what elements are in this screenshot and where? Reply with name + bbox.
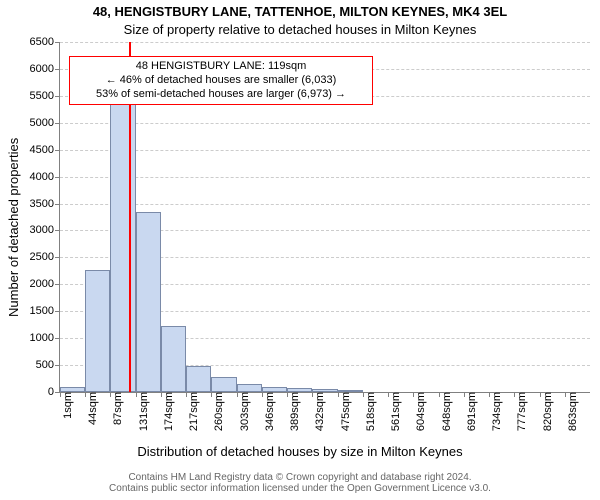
y-axis-label: Number of detached properties — [6, 138, 21, 317]
y-tick-label: 5500 — [30, 90, 60, 102]
x-tick-label: 260sqm — [213, 392, 225, 431]
x-tick-label: 604sqm — [415, 392, 427, 431]
histogram-bar — [237, 384, 262, 392]
x-tick-label: 863sqm — [567, 392, 579, 431]
y-tick-label: 500 — [36, 359, 60, 371]
histogram-bar — [186, 366, 211, 392]
x-tick-label: 820sqm — [542, 392, 554, 431]
x-tick-label: 217sqm — [188, 392, 200, 431]
histogram-bar — [211, 377, 236, 392]
x-tick-label: 561sqm — [390, 392, 402, 431]
annotation-line: 53% of semi-detached houses are larger (… — [76, 88, 366, 102]
annotation-box: 48 HENGISTBURY LANE: 119sqm← 46% of deta… — [69, 56, 373, 105]
x-tick-label: 174sqm — [163, 392, 175, 431]
y-tick-label: 3500 — [30, 198, 60, 210]
x-tick-label: 777sqm — [516, 392, 528, 431]
y-tick-label: 0 — [48, 386, 60, 398]
x-tick-label: 131sqm — [138, 392, 150, 431]
histogram-bar — [136, 212, 161, 392]
x-axis-label: Distribution of detached houses by size … — [0, 444, 600, 459]
histogram-bar — [110, 95, 135, 392]
gridline — [60, 204, 590, 205]
y-tick-label: 5000 — [30, 117, 60, 129]
y-tick-label: 1500 — [30, 305, 60, 317]
y-tick-label: 4000 — [30, 171, 60, 183]
x-tick-label: 691sqm — [466, 392, 478, 431]
x-tick-label: 648sqm — [441, 392, 453, 431]
y-tick-label: 1000 — [30, 332, 60, 344]
gridline — [60, 42, 590, 43]
x-tick-label: 87sqm — [112, 392, 124, 425]
y-tick-label: 6500 — [30, 36, 60, 48]
histogram-bar — [85, 270, 110, 392]
x-tick-label: 1sqm — [62, 392, 74, 419]
annotation-line: ← 46% of detached houses are smaller (6,… — [76, 74, 366, 88]
x-tick-label: 734sqm — [491, 392, 503, 431]
gridline — [60, 123, 590, 124]
y-tick-label: 2500 — [30, 251, 60, 263]
chart-subtitle: Size of property relative to detached ho… — [0, 22, 600, 37]
credit-line-1: Contains HM Land Registry data © Crown c… — [0, 472, 600, 483]
x-tick-label: 303sqm — [239, 392, 251, 431]
x-tick-label: 44sqm — [87, 392, 99, 425]
y-tick-label: 3000 — [30, 224, 60, 236]
x-tick-label: 432sqm — [314, 392, 326, 431]
gridline — [60, 177, 590, 178]
x-tick-label: 518sqm — [365, 392, 377, 431]
y-tick-label: 4500 — [30, 144, 60, 156]
x-tick-label: 389sqm — [289, 392, 301, 431]
credit-line-2: Contains public sector information licen… — [0, 483, 600, 494]
histogram-bar — [161, 326, 186, 392]
gridline — [60, 150, 590, 151]
y-tick-label: 6000 — [30, 63, 60, 75]
x-tick-label: 475sqm — [340, 392, 352, 431]
x-tick-label: 346sqm — [264, 392, 276, 431]
credit-text: Contains HM Land Registry data © Crown c… — [0, 472, 600, 494]
annotation-line: 48 HENGISTBURY LANE: 119sqm — [76, 60, 366, 74]
chart-title: 48, HENGISTBURY LANE, TATTENHOE, MILTON … — [0, 4, 600, 19]
y-tick-label: 2000 — [30, 278, 60, 290]
